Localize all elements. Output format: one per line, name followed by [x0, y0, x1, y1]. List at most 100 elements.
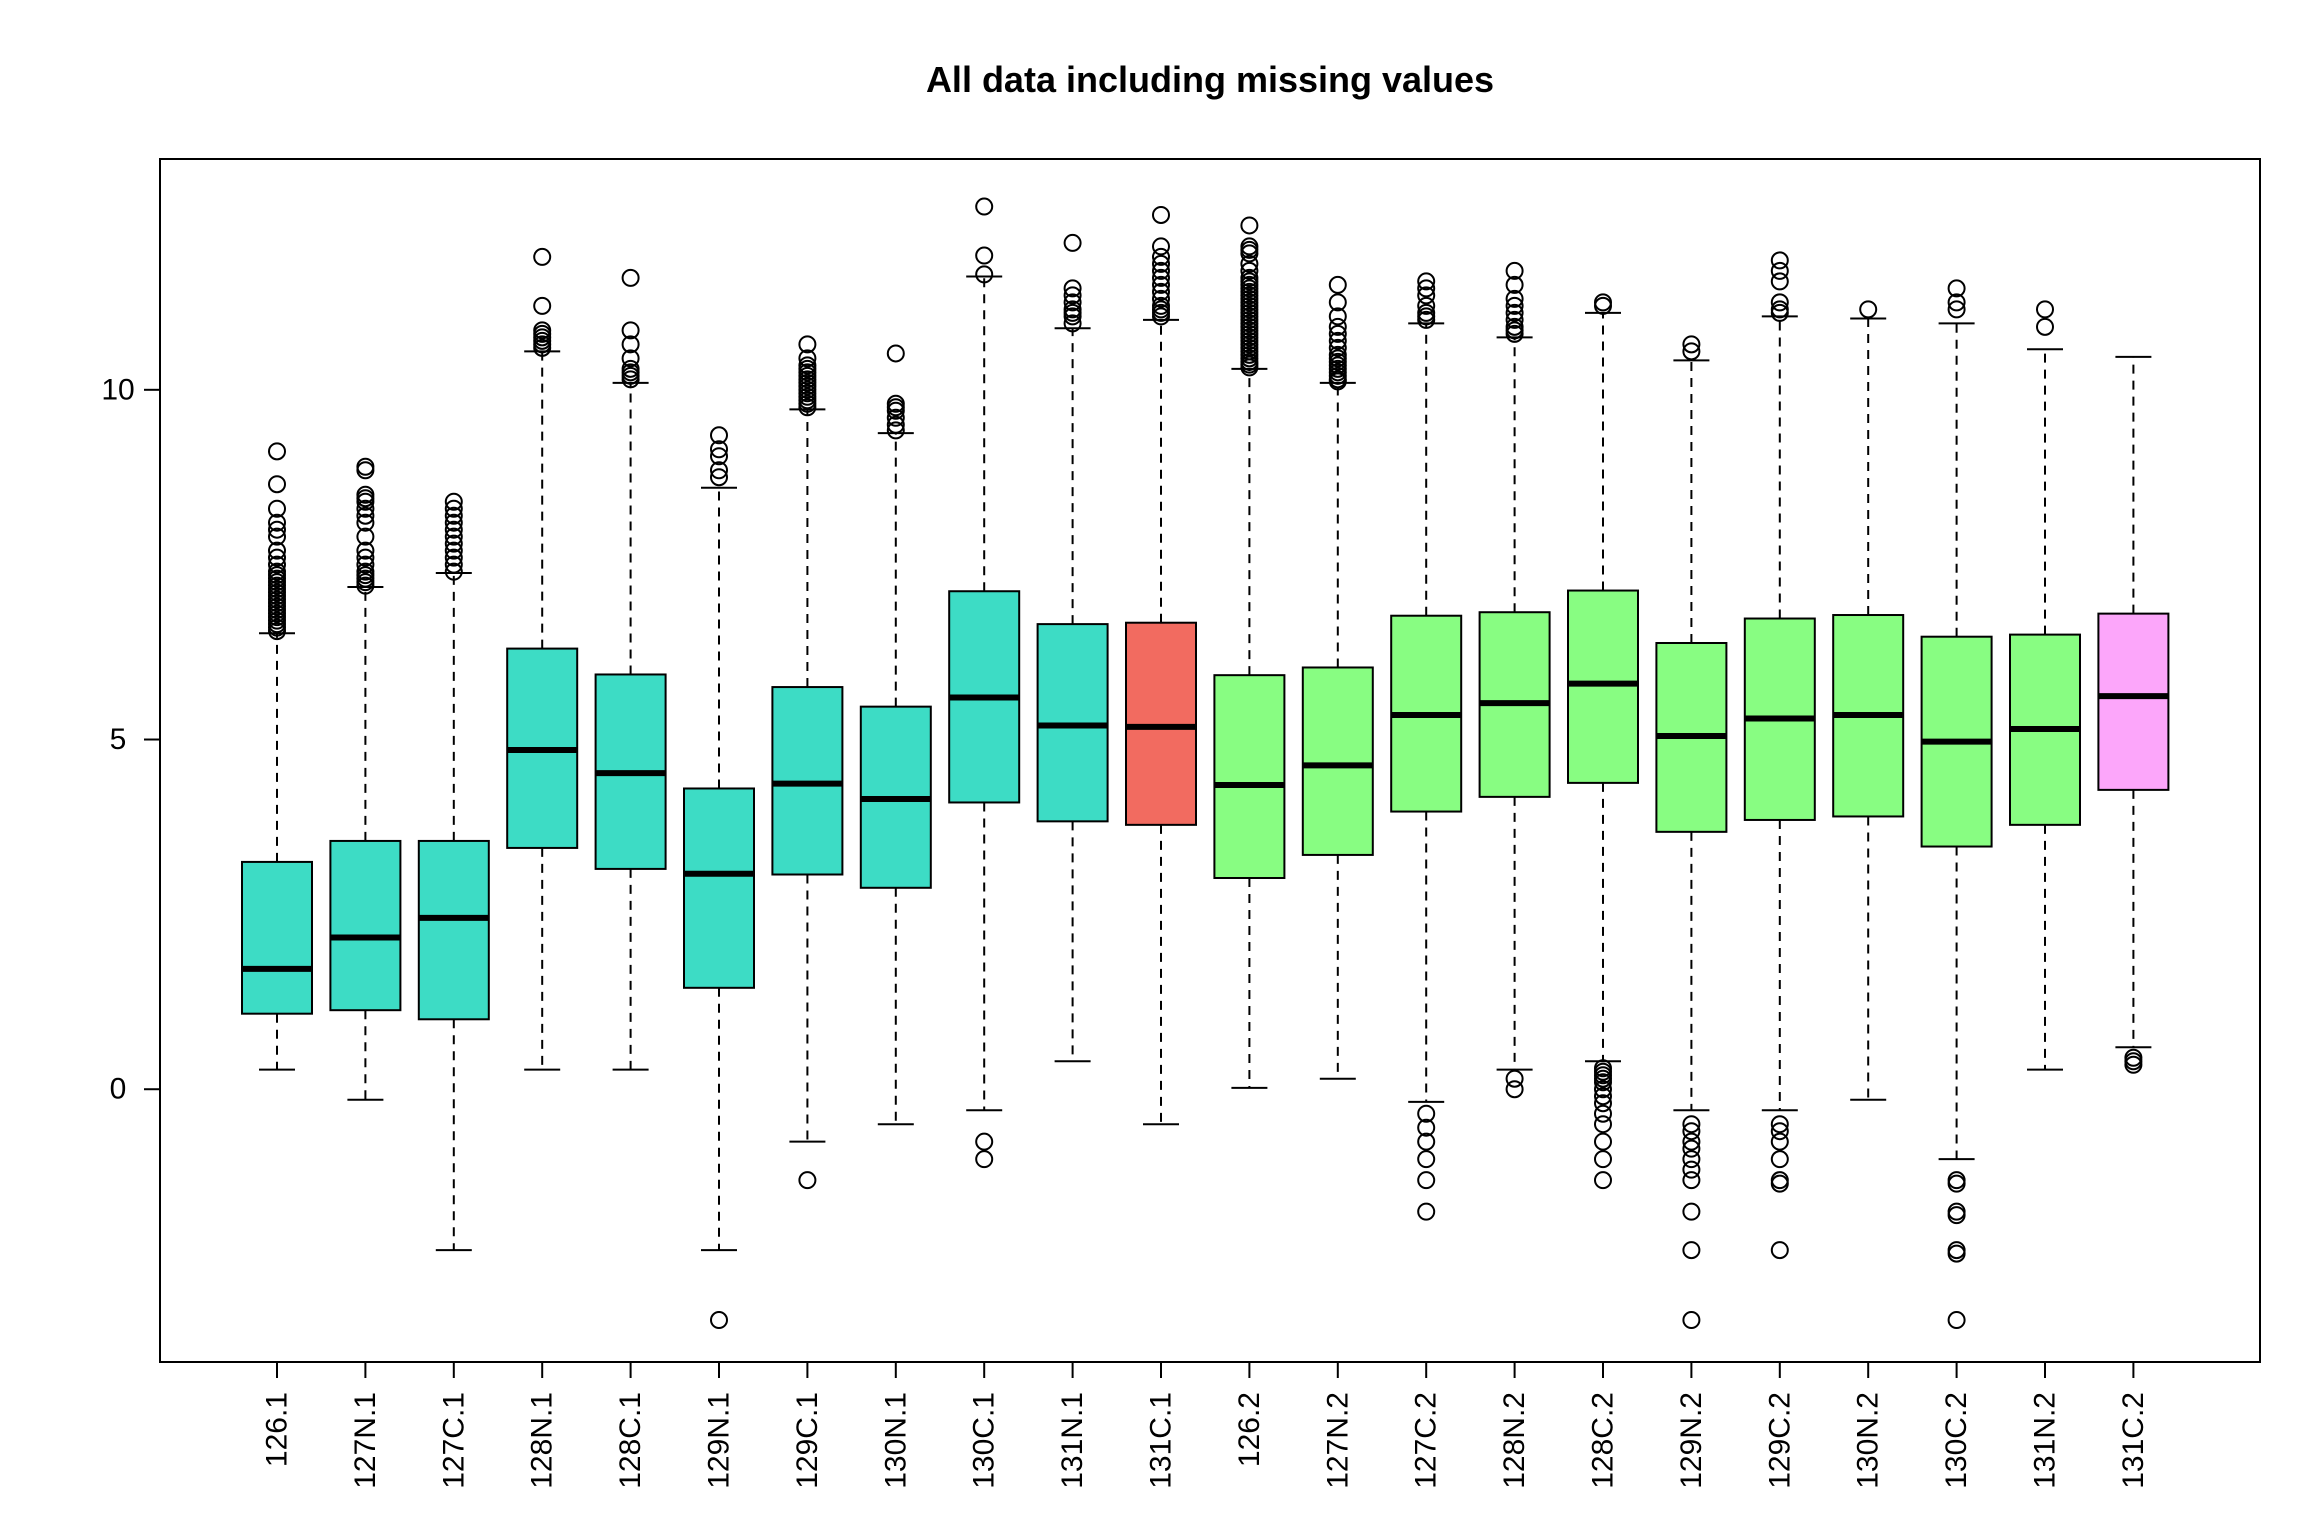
outlier-point — [1152, 237, 1170, 256]
box-130C.1 — [948, 197, 1021, 1169]
box-129C.1 — [771, 335, 844, 1190]
box-iqr — [241, 860, 313, 1015]
outlier-point — [1328, 324, 1347, 343]
box-iqr — [2097, 612, 2170, 791]
outlier-point — [1682, 1160, 1701, 1179]
box-iqr — [417, 839, 490, 1021]
outlier-point — [1152, 268, 1170, 287]
outlier-point — [1594, 1132, 1612, 1151]
outlier-point — [798, 1171, 817, 1190]
x-tick-label: 129C.1 — [791, 1392, 824, 1489]
outlier-point — [2124, 1055, 2143, 1074]
box-iqr — [683, 787, 755, 989]
x-tick-label: 128N.1 — [526, 1392, 559, 1489]
x-tick-label: 127N.2 — [1321, 1392, 1354, 1489]
x-tick-label: 127C.1 — [437, 1392, 470, 1489]
outlier-point — [1417, 1104, 1436, 1123]
box-131N.1 — [1036, 233, 1109, 1063]
outlier-point — [1417, 286, 1436, 305]
outlier-point — [975, 197, 994, 216]
outlier-point — [1947, 1244, 1966, 1263]
outlier-point — [975, 265, 994, 284]
box-128N.2 — [1478, 261, 1551, 1099]
outlier-point — [1682, 1132, 1701, 1151]
outlier-point — [1594, 1080, 1612, 1099]
outlier-point — [444, 548, 463, 567]
box-iqr — [329, 839, 402, 1012]
box-127C.1 — [417, 492, 490, 1252]
outlier-point — [268, 527, 286, 546]
outlier-point — [444, 499, 463, 518]
box-iqr — [1213, 674, 1286, 880]
x-tick-label: 131C.1 — [1145, 1392, 1178, 1489]
outlier-point — [1152, 205, 1170, 224]
box-126.2 — [1213, 216, 1286, 1089]
outlier-point — [1505, 310, 1524, 329]
outlier-point — [1328, 317, 1347, 336]
x-tick-label: 129C.2 — [1763, 1392, 1796, 1489]
x-tick-label: 130N.1 — [879, 1392, 912, 1489]
outlier-point — [1505, 303, 1524, 322]
outlier-point — [1417, 303, 1436, 322]
box-130N.2 — [1832, 300, 1905, 1101]
outlier-point — [621, 349, 640, 368]
outlier-point — [1328, 307, 1347, 326]
outlier-point — [444, 541, 463, 560]
outlier-point — [1770, 1132, 1789, 1151]
plot-area — [241, 197, 2170, 1330]
outlier-point — [356, 457, 375, 476]
outlier-point — [1063, 286, 1082, 305]
outlier-point — [1152, 275, 1170, 294]
box-iqr — [1301, 666, 1374, 856]
outlier-point — [1947, 1206, 1966, 1225]
x-tick-label: 129N.2 — [1675, 1392, 1708, 1489]
outlier-point — [444, 520, 463, 539]
outlier-point — [1594, 1171, 1612, 1190]
outlier-point — [268, 548, 286, 567]
x-tick-label: 130N.2 — [1852, 1392, 1885, 1489]
outlier-point — [1947, 1241, 1966, 1260]
outlier-point — [356, 562, 375, 581]
x-tick-label: 129N.1 — [703, 1392, 736, 1489]
outlier-point — [1328, 338, 1347, 357]
outlier-point — [1947, 279, 1966, 298]
outlier-point — [1328, 345, 1347, 364]
box-128C.1 — [594, 268, 667, 1071]
box-130N.1 — [859, 344, 932, 1126]
x-tick-label: 130C.2 — [1940, 1392, 1973, 1489]
outlier-point — [1152, 247, 1170, 266]
x-tick-label: 131C.2 — [2117, 1392, 2150, 1489]
outlier-point — [1417, 1202, 1436, 1221]
outlier-point — [356, 499, 375, 518]
outlier-point — [268, 499, 286, 518]
outlier-point — [1770, 272, 1789, 291]
outlier-point — [710, 447, 728, 466]
outlier-point — [798, 335, 817, 354]
outlier-point — [2036, 317, 2054, 336]
box-127C.2 — [1390, 272, 1463, 1221]
outlier-point — [621, 335, 640, 354]
outlier-point — [356, 548, 375, 567]
outlier-point — [268, 442, 286, 461]
outlier-point — [1594, 1150, 1612, 1169]
x-tick-label: 126.2 — [1233, 1392, 1266, 1467]
outlier-point — [268, 513, 286, 532]
outlier-point — [1417, 279, 1436, 298]
outlier-point — [1328, 331, 1347, 350]
outlier-point — [1328, 275, 1347, 294]
outlier-point — [444, 527, 463, 546]
outlier-point — [886, 344, 905, 363]
outlier-point — [1328, 293, 1347, 312]
y-tick-label: 5 — [110, 723, 127, 756]
outlier-point — [710, 461, 728, 480]
box-127N.1 — [329, 457, 402, 1101]
outlier-point — [1682, 335, 1701, 354]
outlier-point — [2124, 1052, 2143, 1071]
outlier-point — [1505, 289, 1524, 308]
outlier-point — [1770, 1150, 1789, 1169]
outlier-point — [1947, 1174, 1966, 1193]
outlier-point — [1240, 261, 1259, 280]
x-tick-label: 127C.2 — [1410, 1392, 1443, 1489]
outlier-point — [1417, 1150, 1436, 1169]
